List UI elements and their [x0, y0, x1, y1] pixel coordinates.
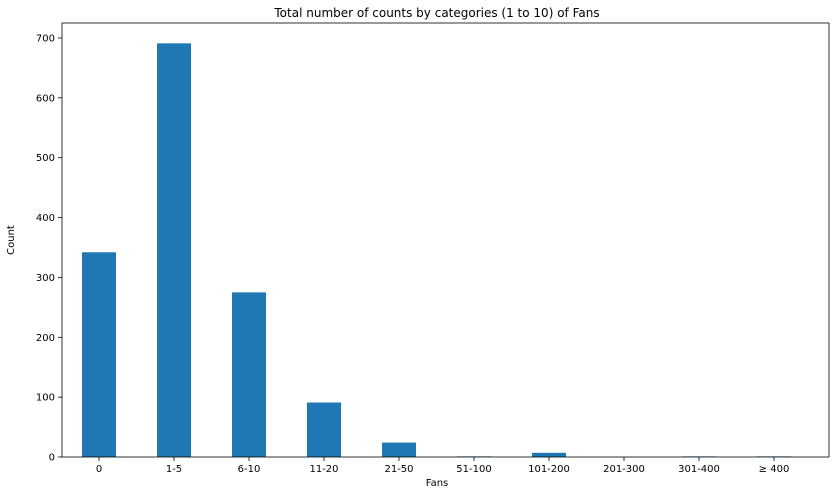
y-tick-label: 300 [36, 273, 55, 284]
y-tick-label: 500 [36, 153, 55, 164]
y-tick-label: 200 [36, 333, 55, 344]
x-tick-label: 51-100 [456, 464, 491, 475]
x-tick-label: 1-5 [166, 464, 182, 475]
y-tick-label: 100 [36, 393, 55, 404]
y-tick-label: 600 [36, 93, 55, 104]
x-tick-label: 0 [96, 464, 102, 475]
x-tick-label: 21-50 [384, 464, 413, 475]
plot-area: 0 1-5 6-10 11-20 21-50 51-100 101-200 201-300 30… [36, 33, 791, 475]
bar-1 [157, 43, 191, 458]
x-tick-label: 6-10 [238, 464, 261, 475]
bar-4 [382, 442, 416, 457]
chart-title: Total number of counts by categories (1 … [273, 6, 599, 20]
x-tick-label: 301-400 [678, 464, 720, 475]
bar-3 [307, 402, 341, 457]
x-tick-label: 11-20 [309, 464, 338, 475]
y-tick-label: 0 [49, 453, 55, 464]
bar-0 [82, 252, 116, 457]
y-tick-label: 700 [36, 33, 55, 44]
x-tick-label: 101-200 [528, 464, 570, 475]
y-axis-label: Count [6, 225, 17, 255]
x-tick-label: ≥ 400 [759, 464, 790, 475]
x-tick-label: 201-300 [603, 464, 645, 475]
bar-6 [532, 452, 566, 457]
y-tick-label: 400 [36, 213, 55, 224]
x-axis-label: Fans [426, 478, 449, 489]
bar-2 [232, 292, 266, 457]
plot-frame [61, 22, 830, 458]
